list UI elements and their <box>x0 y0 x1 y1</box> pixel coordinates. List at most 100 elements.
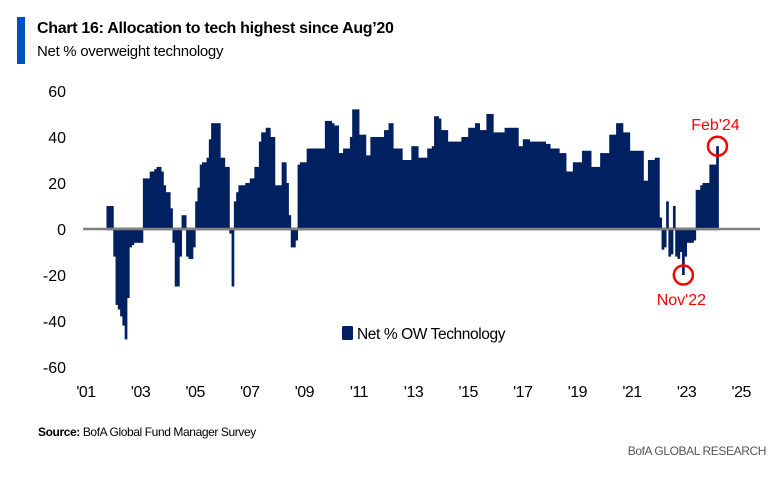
bar <box>240 185 244 229</box>
x-axis: '01 '03 '05 '07 '09 '11 '13 '15 '17 '19 '21 '23 '25 <box>76 384 752 401</box>
bar <box>486 114 490 229</box>
x-tick-label: '15 <box>459 384 479 401</box>
bar <box>531 141 535 229</box>
bar <box>409 160 412 229</box>
bar <box>290 229 294 248</box>
bar <box>445 130 449 229</box>
bar <box>192 229 196 248</box>
bar <box>286 183 289 229</box>
bar <box>472 127 476 229</box>
bar <box>684 229 688 257</box>
bar <box>588 150 592 229</box>
bar <box>195 201 198 229</box>
bar <box>174 229 178 287</box>
bar <box>220 157 223 229</box>
bar <box>352 109 355 229</box>
bar <box>420 157 424 229</box>
bar <box>422 157 426 229</box>
bar <box>704 183 708 229</box>
bar <box>211 123 214 229</box>
y-tick-label: -20 <box>43 268 66 285</box>
bar <box>397 148 401 229</box>
bar <box>111 206 114 229</box>
bar <box>202 162 205 229</box>
bar <box>650 160 653 229</box>
bar <box>461 137 465 229</box>
bar <box>142 178 146 229</box>
bar <box>136 229 139 243</box>
annotation-circle <box>706 135 729 157</box>
bar <box>170 208 173 229</box>
bar <box>322 148 326 229</box>
bar <box>370 137 374 229</box>
bar <box>158 166 162 229</box>
bar <box>581 150 585 229</box>
bar <box>479 130 483 229</box>
bar <box>584 150 587 229</box>
bar <box>379 137 383 229</box>
bar <box>691 229 694 243</box>
bar <box>477 123 480 229</box>
bar <box>468 127 471 229</box>
bar <box>308 148 312 229</box>
bar <box>347 148 351 229</box>
bar <box>356 109 360 229</box>
y-tick-label: 60 <box>48 84 66 101</box>
bar <box>456 141 460 229</box>
bar <box>254 166 258 229</box>
bar <box>654 157 658 229</box>
bar <box>404 160 408 229</box>
bar <box>177 229 180 287</box>
bar <box>247 183 251 229</box>
bar <box>236 192 239 229</box>
legend: Net % OW Technology <box>342 326 506 343</box>
bar <box>167 192 171 229</box>
bar <box>666 201 669 229</box>
bar <box>204 162 207 229</box>
bar <box>263 132 267 229</box>
bar <box>529 141 533 229</box>
bar <box>686 229 690 243</box>
bar <box>186 229 189 257</box>
legend-swatch <box>342 326 353 340</box>
bar <box>429 148 433 229</box>
x-tick-label: '13 <box>404 384 424 401</box>
x-tick-label: '25 <box>732 384 752 401</box>
bar <box>340 153 344 229</box>
bar <box>411 146 415 229</box>
bar <box>329 120 333 229</box>
bar <box>688 229 692 243</box>
legend-label: Net % OW Technology <box>357 326 506 343</box>
bar <box>147 178 151 229</box>
bar <box>349 137 353 229</box>
bar <box>163 185 167 229</box>
bar <box>515 127 519 229</box>
bar <box>427 148 430 229</box>
bar <box>361 134 364 229</box>
bar <box>622 132 626 229</box>
bar <box>354 109 358 229</box>
bar <box>611 134 615 229</box>
bar <box>693 229 697 241</box>
bar <box>625 132 628 229</box>
bar <box>620 123 624 229</box>
bar <box>149 171 153 229</box>
bar <box>252 178 255 229</box>
bar <box>450 141 453 229</box>
bar <box>634 150 637 229</box>
bar <box>606 153 610 229</box>
bar <box>713 164 717 229</box>
bar <box>522 139 526 229</box>
bar <box>261 132 264 229</box>
bar <box>443 130 446 229</box>
bar <box>172 229 176 243</box>
bar <box>559 153 562 229</box>
y-tick-label: 40 <box>48 130 66 147</box>
bar <box>679 229 683 252</box>
bar <box>552 148 556 229</box>
bar <box>377 137 380 229</box>
bar <box>500 132 503 229</box>
bar <box>716 146 719 229</box>
bar <box>117 229 121 310</box>
bar <box>217 123 221 229</box>
